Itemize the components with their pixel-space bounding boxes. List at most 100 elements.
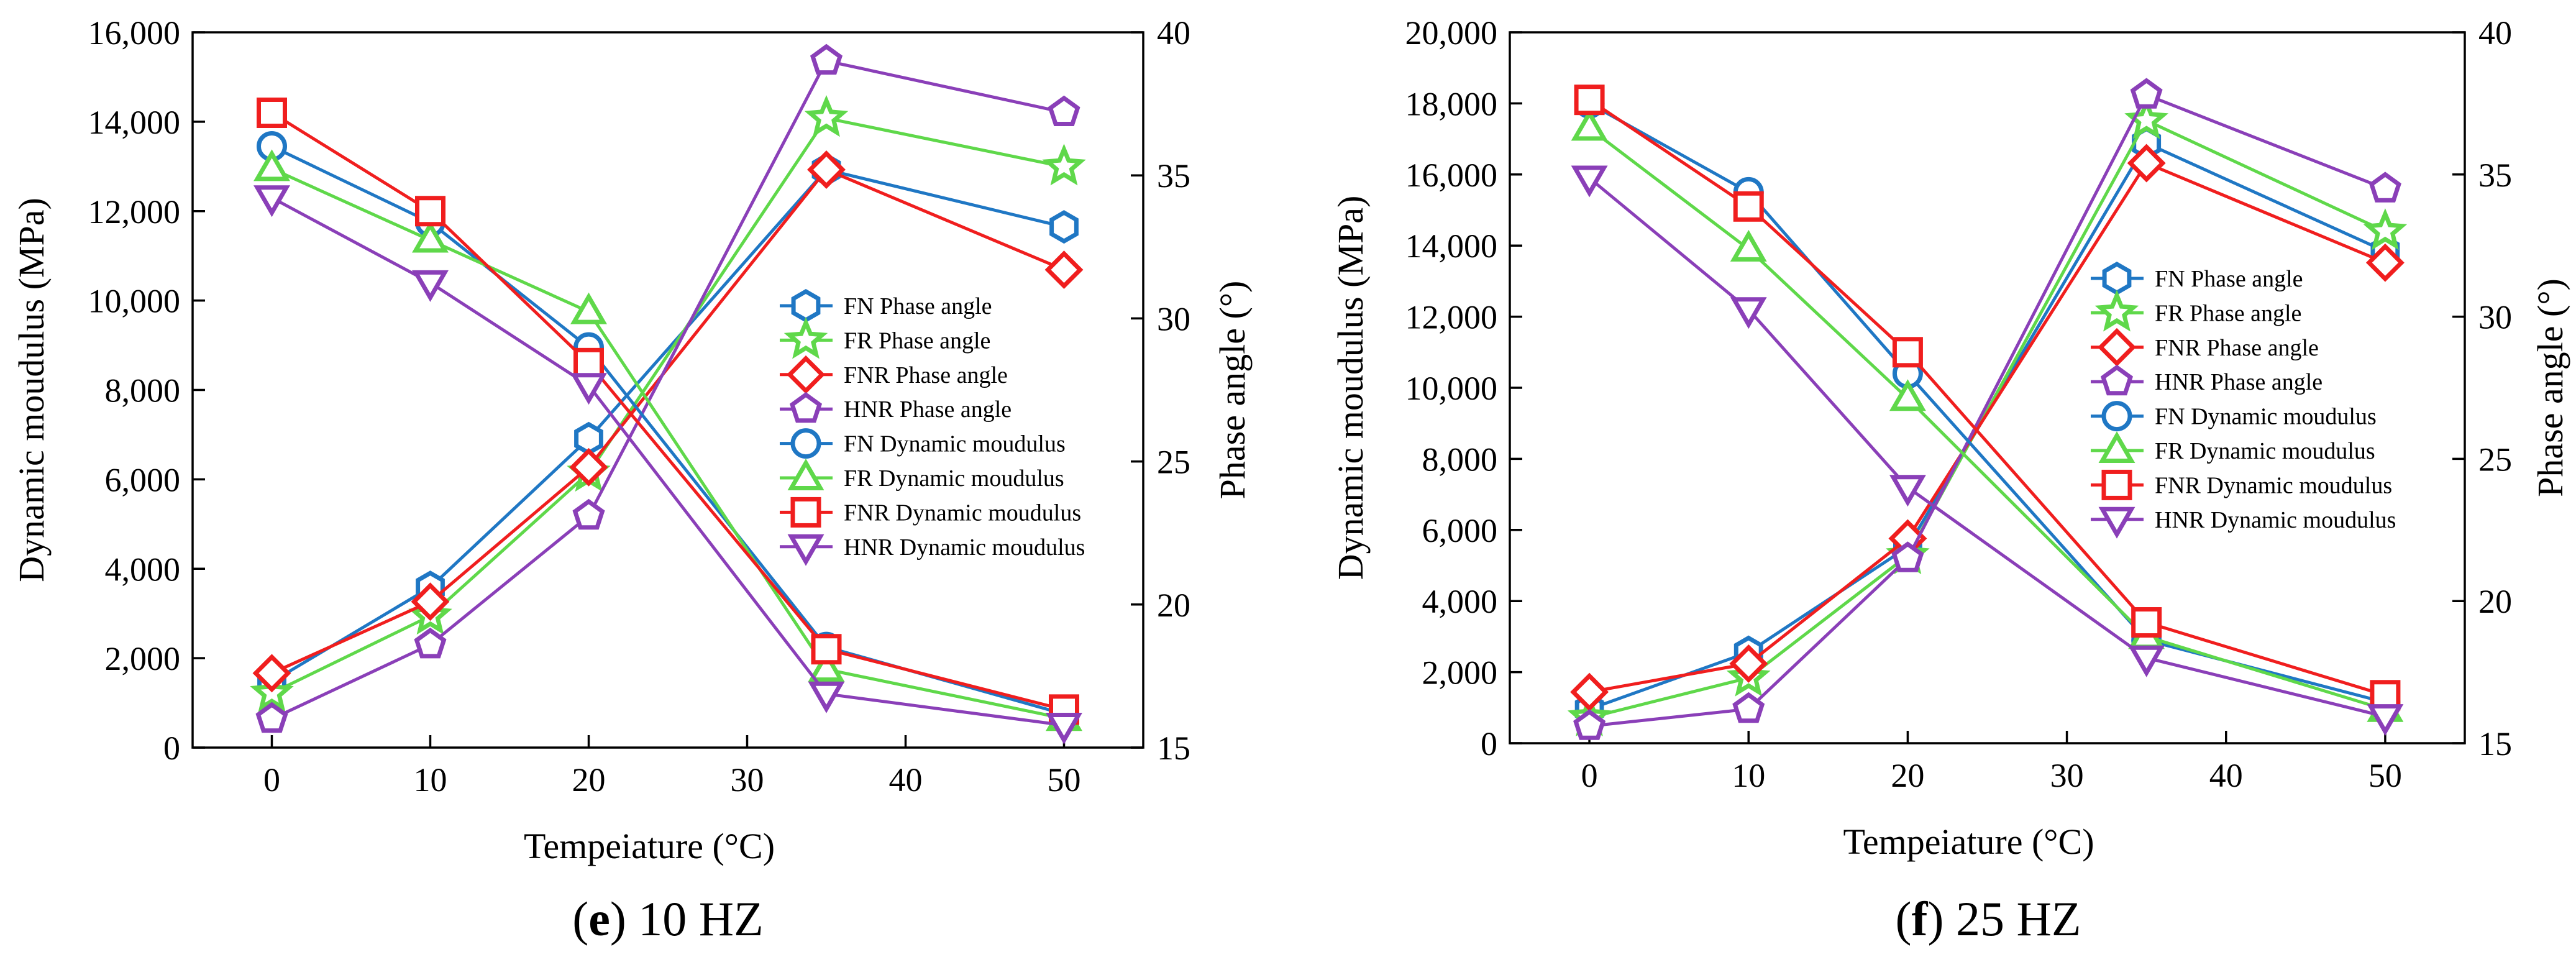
data-point <box>1730 297 1767 329</box>
y2-tick-label: 40 <box>2478 14 2512 52</box>
data-point <box>1042 144 1086 186</box>
data-point <box>811 634 842 665</box>
data-point <box>415 196 445 227</box>
legend-marker <box>2101 469 2132 500</box>
legend-entry: FN Phase angle <box>844 293 992 319</box>
legend-marker <box>790 497 821 528</box>
data-point <box>2124 97 2169 139</box>
legend-entry: FR Phase angle <box>844 327 990 354</box>
y-tick-label: 2,000 <box>1422 654 1498 692</box>
series-fnr-dynamic-moudulus <box>1574 85 2401 711</box>
legend-entry: HNR Phase angle <box>844 396 1012 423</box>
caption-text: 10 HZ <box>626 892 764 946</box>
legend-marker <box>2098 506 2135 539</box>
caption-letter: e <box>588 892 610 946</box>
y2-tick-label: 30 <box>1157 300 1190 337</box>
legend-entry: HNR Dynamic moudulus <box>844 534 1085 561</box>
x-tick-label: 10 <box>1732 757 1765 794</box>
legend-entry: FNR Dynamic moudulus <box>844 500 1081 526</box>
legend-entry: FNR Dynamic moudulus <box>2155 472 2392 498</box>
x-tick-label: 20 <box>1891 757 1924 794</box>
y2-tick-label: 40 <box>1157 14 1190 52</box>
chart-panel-f: 0 10 20 30 40 50 0 2,000 4,000 6,000 8,000 10,000 12… <box>1330 14 2570 946</box>
data-point <box>1892 337 1923 368</box>
y-tick-label: 16,000 <box>1405 157 1498 194</box>
data-point <box>808 681 845 713</box>
data-point <box>1891 541 1924 572</box>
data-point <box>1570 672 1609 712</box>
series-fnr-phase-angle <box>252 150 1084 693</box>
y-tick-label: 4,000 <box>1422 583 1498 620</box>
x-tick-label: 40 <box>2209 757 2243 794</box>
legend-marker <box>789 392 823 423</box>
data-point <box>810 44 843 75</box>
data-point <box>2363 208 2408 250</box>
plot-frame <box>191 31 1144 749</box>
x-tick-label: 40 <box>889 761 923 799</box>
y-tick-label: 12,000 <box>1405 299 1498 336</box>
y2-axis-label: Phase angle (°) <box>2530 278 2570 497</box>
y2-tick-label: 15 <box>1157 730 1190 767</box>
legend-entry: FR Phase angle <box>2155 300 2301 326</box>
data-point <box>2127 144 2166 183</box>
x-tick-label: 0 <box>263 761 280 799</box>
legend-entry: FR Dynamic moudulus <box>2155 438 2375 464</box>
data-point <box>255 702 288 733</box>
legend: FN Phase angle FR Phase angle FNR Phase an… <box>2091 261 2396 539</box>
data-point <box>2367 704 2404 736</box>
legend-marker <box>2102 261 2132 296</box>
series-hnr-dynamic-moudulus <box>1571 165 2404 736</box>
legend-marker <box>2098 327 2136 367</box>
y-tick-label: 4,000 <box>105 551 181 588</box>
y-tick-label: 0 <box>1481 725 1497 762</box>
data-point <box>804 94 849 137</box>
y-tick-label: 8,000 <box>1422 441 1498 478</box>
y-tick-label: 18,000 <box>1405 85 1498 122</box>
data-point <box>252 654 291 693</box>
y-tick-label: 20,000 <box>1405 14 1498 52</box>
data-point <box>2131 607 2162 638</box>
legend-marker <box>2098 431 2135 463</box>
data-point <box>1571 165 1608 198</box>
y2-tick-label: 25 <box>1157 444 1190 481</box>
data-point <box>808 650 845 682</box>
legend: FN Phase angle FR Phase angle FNR Phase an… <box>780 288 1085 566</box>
data-point <box>1574 85 1605 116</box>
data-point <box>573 347 604 378</box>
y2-tick-label: 20 <box>1157 587 1190 624</box>
data-point <box>1733 191 1764 222</box>
y-tick-label: 0 <box>163 730 180 767</box>
y-tick-label: 6,000 <box>1422 512 1498 549</box>
data-point <box>253 149 290 181</box>
data-point <box>1732 692 1765 723</box>
y-tick-label: 2,000 <box>105 640 181 677</box>
y2-tick-label: 15 <box>2478 725 2512 762</box>
panel-caption: (f) 25 HZ <box>1896 892 2081 946</box>
y-tick-label: 16,000 <box>88 14 181 52</box>
legend-marker <box>787 534 824 566</box>
y-axis-label: Dynamic moudulus (MPa) <box>1330 196 1371 580</box>
data-point <box>570 292 607 324</box>
y2-axis-label: Phase angle (°) <box>1212 281 1253 500</box>
series-line <box>271 168 1065 684</box>
legend-entry: HNR Dynamic moudulus <box>2155 507 2396 533</box>
series-hnr-phase-angle <box>255 44 1080 733</box>
legend-marker <box>2094 290 2139 332</box>
data-point <box>807 150 846 189</box>
legend-entry: FR Dynamic moudulus <box>844 465 1064 492</box>
data-point <box>1889 475 1926 507</box>
caption-letter: f <box>1912 892 1929 946</box>
y-tick-label: 14,000 <box>1405 227 1498 265</box>
y2-tick-label: 35 <box>2478 157 2512 194</box>
legend-marker <box>790 428 821 459</box>
y2-tick-label: 35 <box>1157 157 1190 195</box>
data-point <box>1571 109 1608 141</box>
series-hnr-phase-angle <box>1573 78 2401 740</box>
y2-tick-label: 30 <box>2478 299 2512 336</box>
legend-entry: HNR Phase angle <box>2155 369 2323 395</box>
legend-entry: FNR Phase angle <box>2155 335 2319 361</box>
y-tick-label: 14,000 <box>88 104 181 141</box>
data-point <box>2368 172 2401 203</box>
y-tick-label: 6,000 <box>105 461 181 498</box>
